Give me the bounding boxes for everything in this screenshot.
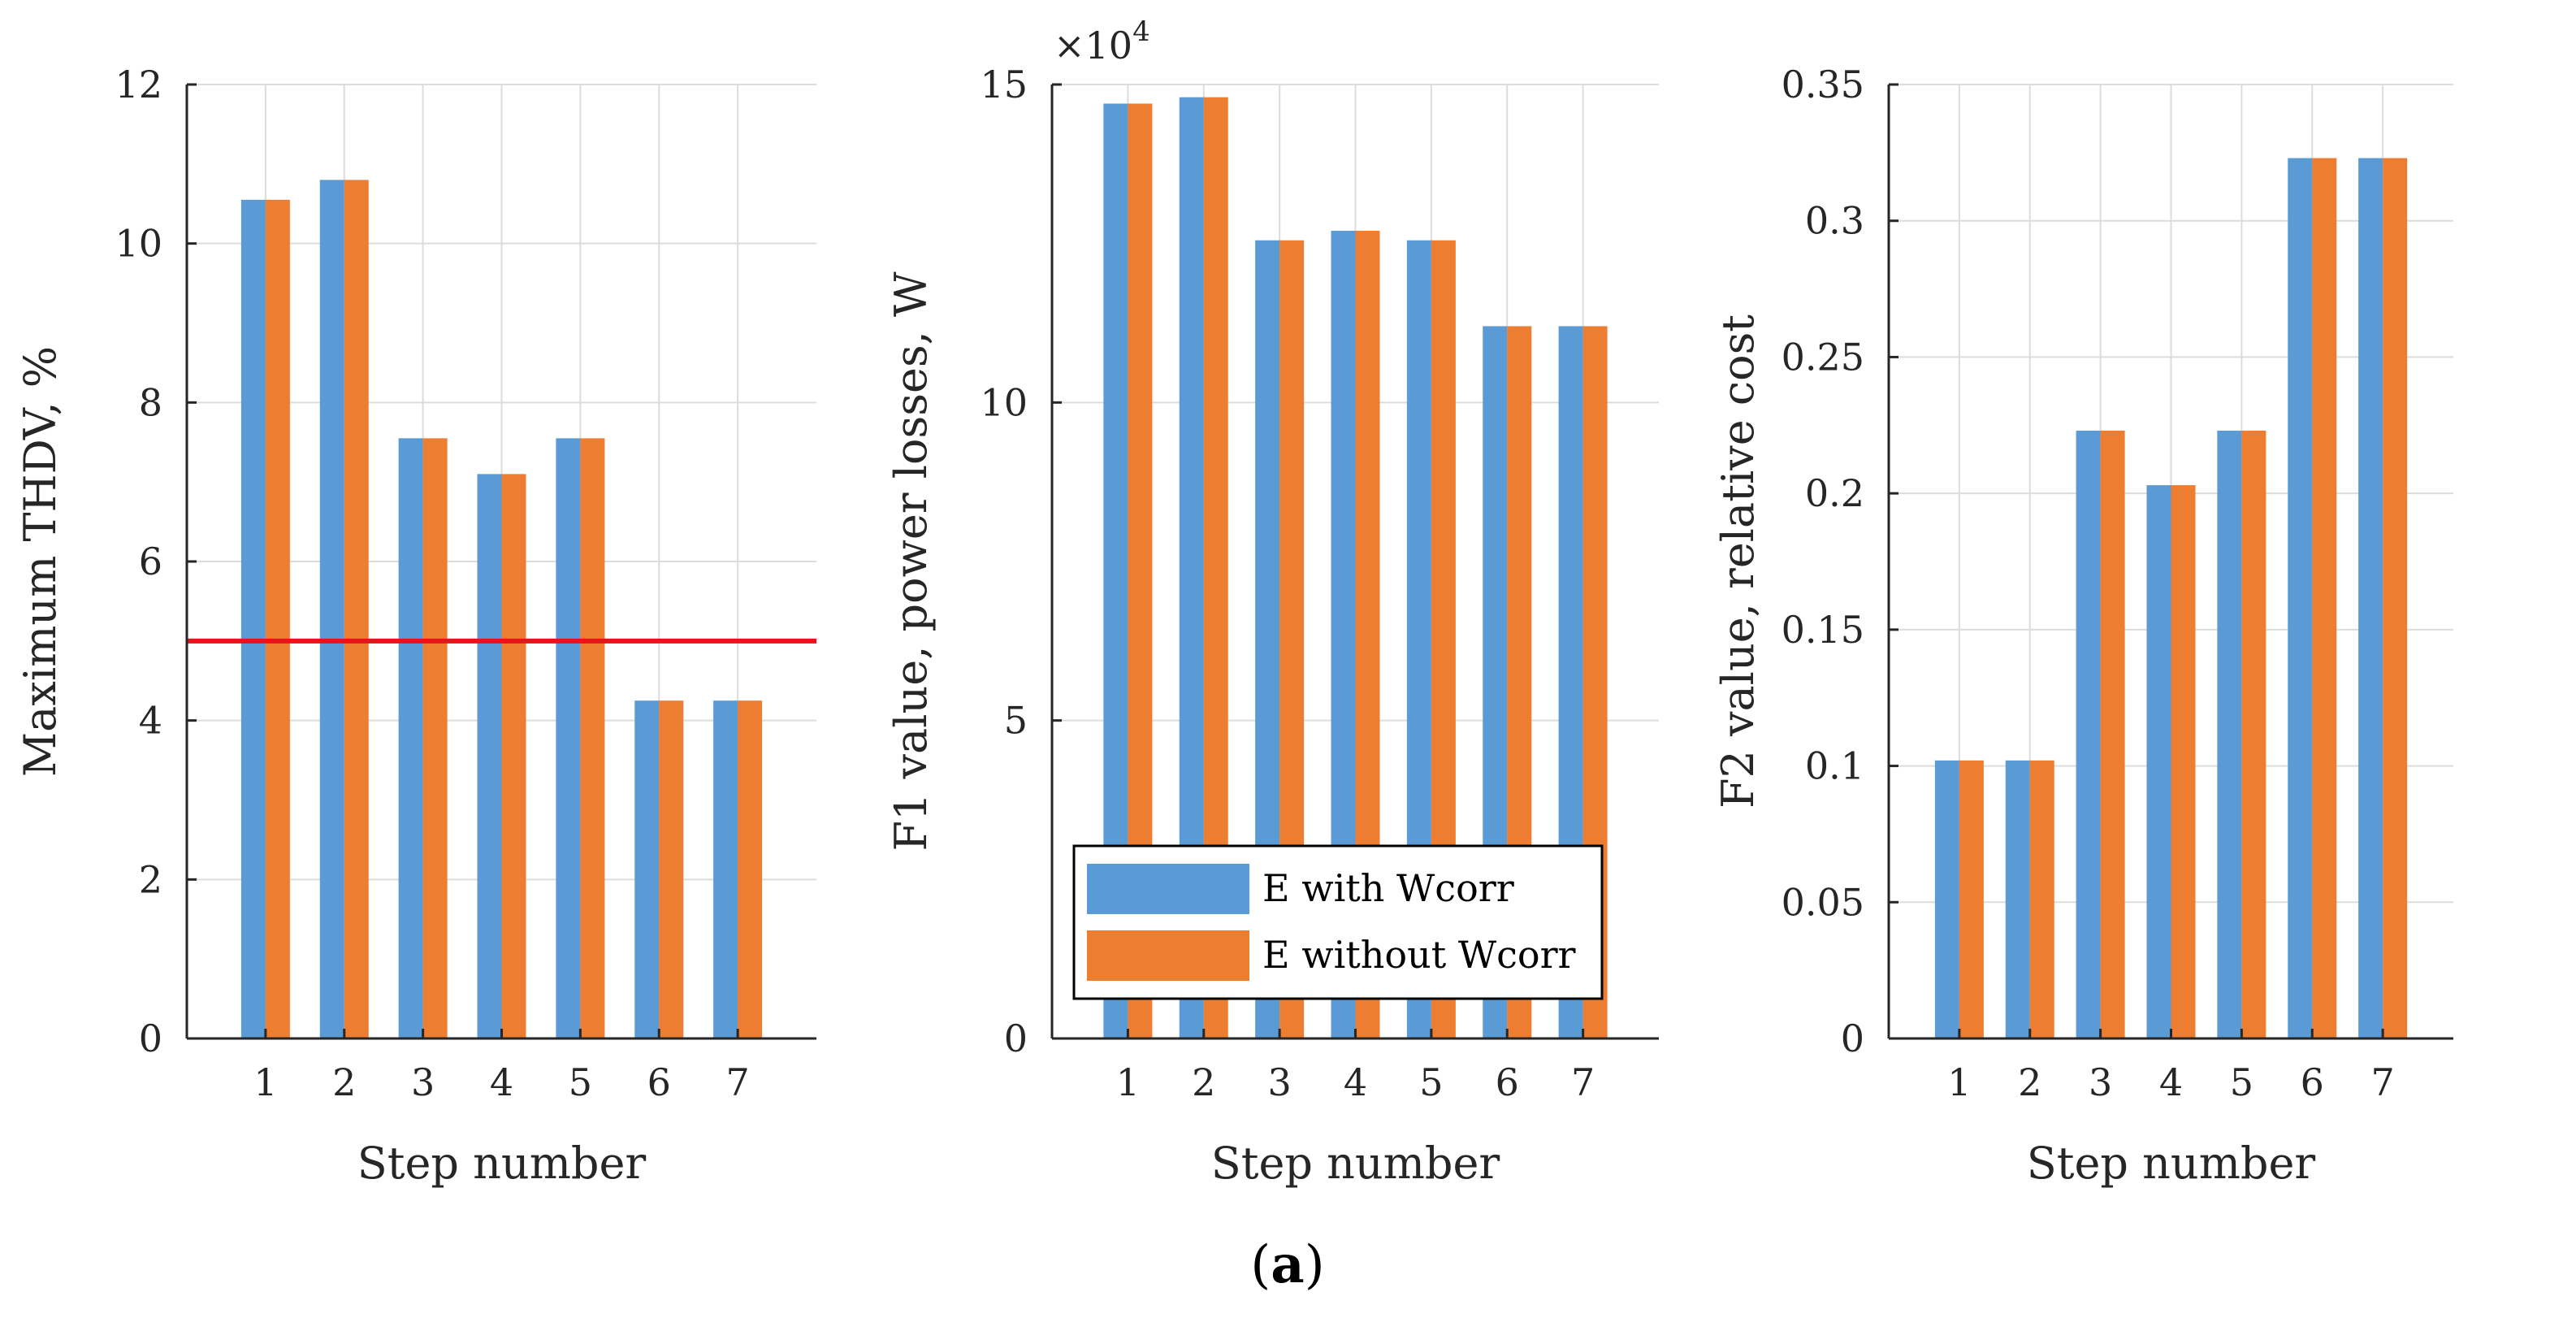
bar-series-1 bbox=[556, 438, 581, 1038]
y-tick-label: 0.25 bbox=[1782, 335, 1864, 379]
bar-series-1 bbox=[2146, 485, 2171, 1038]
x-tick-label: 4 bbox=[2159, 1060, 2183, 1104]
y-tick-label: 0.2 bbox=[1805, 471, 1864, 515]
bar-series-1 bbox=[2076, 430, 2101, 1038]
bar-series-1 bbox=[634, 700, 660, 1038]
bar-series-2 bbox=[2100, 430, 2125, 1038]
bar-series-1 bbox=[2217, 430, 2242, 1038]
x-tick-label: 3 bbox=[1267, 1060, 1291, 1104]
y-tick-label: 12 bbox=[115, 63, 162, 106]
x-tick-label: 6 bbox=[2301, 1060, 2324, 1104]
x-tick-label: 3 bbox=[411, 1060, 435, 1104]
y-tick-label: 2 bbox=[139, 857, 162, 901]
x-tick-label: 2 bbox=[2018, 1060, 2041, 1104]
y-axis-title: F1 value, power losses, W bbox=[885, 271, 937, 851]
y-tick-label: 10 bbox=[980, 380, 1028, 424]
bar-series-1 bbox=[319, 180, 344, 1038]
figure-caption: (a) bbox=[1250, 1234, 1324, 1295]
legend-label-1: E with Wcorr bbox=[1262, 866, 1514, 910]
x-tick-label: 6 bbox=[1496, 1060, 1519, 1104]
x-tick-label: 5 bbox=[1419, 1060, 1443, 1104]
x-tick-label: 6 bbox=[647, 1060, 671, 1104]
y-tick-label: 6 bbox=[139, 540, 162, 583]
bar-series-1 bbox=[477, 474, 502, 1038]
x-tick-label: 1 bbox=[253, 1060, 277, 1104]
bar-series-2 bbox=[422, 438, 448, 1038]
x-tick-label: 3 bbox=[2089, 1060, 2112, 1104]
axis-multiplier: ×104 bbox=[1054, 15, 1150, 67]
x-tick-label: 4 bbox=[490, 1060, 513, 1104]
y-tick-label: 0.35 bbox=[1782, 63, 1864, 106]
y-tick-label: 8 bbox=[139, 380, 162, 424]
bar-series-1 bbox=[2358, 158, 2383, 1039]
legend-swatch-2 bbox=[1087, 930, 1249, 981]
y-tick-label: 0.05 bbox=[1782, 880, 1864, 924]
x-tick-label: 1 bbox=[1947, 1060, 1971, 1104]
x-tick-label: 2 bbox=[1192, 1060, 1215, 1104]
x-axis-title: Step number bbox=[357, 1138, 647, 1189]
legend-swatch-1 bbox=[1087, 864, 1249, 914]
bar-series-2 bbox=[265, 199, 290, 1038]
y-axis-title: F2 value, relative cost bbox=[1712, 314, 1764, 809]
bar-series-1 bbox=[2288, 158, 2313, 1039]
y-tick-label: 0.3 bbox=[1805, 199, 1864, 243]
y-tick-label: 0.1 bbox=[1805, 744, 1864, 788]
x-tick-label: 7 bbox=[1571, 1060, 1595, 1104]
bar-series-2 bbox=[2171, 485, 2196, 1038]
bar-series-2 bbox=[659, 700, 684, 1038]
bar-series-2 bbox=[2241, 430, 2266, 1038]
legend-label-2: E without Wcorr bbox=[1262, 933, 1576, 977]
x-tick-label: 7 bbox=[2370, 1060, 2394, 1104]
multiplier-exponent: 4 bbox=[1132, 15, 1150, 48]
bar-series-2 bbox=[2312, 158, 2337, 1039]
bar-series-2 bbox=[501, 474, 526, 1038]
x-tick-label: 4 bbox=[1344, 1060, 1367, 1104]
f1-power-losses-chart: 0 5 10 15 1 2 3 4 5 6 7 Step number F1 value, power … bbox=[885, 15, 1659, 1189]
bar-series-2 bbox=[1959, 760, 1984, 1038]
bar-series-2 bbox=[738, 700, 763, 1038]
bar-series-2 bbox=[344, 180, 369, 1038]
y-axis-title: Maximum THDV, % bbox=[15, 346, 66, 777]
x-axis-title: Step number bbox=[1211, 1138, 1500, 1189]
y-tick-label: 0.15 bbox=[1782, 608, 1864, 652]
y-tick-label: 0 bbox=[1841, 1017, 1864, 1060]
y-tick-label: 10 bbox=[115, 222, 162, 266]
x-axis-title: Step number bbox=[2027, 1138, 2316, 1189]
y-tick-label: 15 bbox=[980, 63, 1028, 106]
bar-series-1 bbox=[398, 438, 423, 1038]
x-tick-label: 2 bbox=[332, 1060, 356, 1104]
bar-series-2 bbox=[2029, 760, 2054, 1038]
x-tick-label: 5 bbox=[569, 1060, 592, 1104]
bar-series-1 bbox=[1934, 760, 1959, 1038]
y-tick-label: 4 bbox=[139, 699, 162, 743]
x-tick-label: 1 bbox=[1116, 1060, 1140, 1104]
x-tick-label: 7 bbox=[725, 1060, 749, 1104]
bar-series-2 bbox=[2383, 158, 2408, 1039]
multiplier-base: ×10 bbox=[1054, 24, 1132, 67]
y-tick-label: 0 bbox=[139, 1017, 162, 1060]
y-tick-label: 0 bbox=[1004, 1017, 1028, 1060]
f2-relative-cost-chart: 0 0.05 0.1 0.15 0.2 0.25 0.3 0.35 1 2 3 4 5 6 7 Step nu… bbox=[1712, 63, 2453, 1189]
x-tick-label: 5 bbox=[2230, 1060, 2253, 1104]
bar-series-1 bbox=[713, 700, 738, 1038]
bar-series-1 bbox=[2005, 760, 2030, 1038]
y-tick-label: 5 bbox=[1004, 699, 1028, 743]
bar-series-1 bbox=[240, 199, 266, 1038]
bar-series-2 bbox=[580, 438, 605, 1038]
